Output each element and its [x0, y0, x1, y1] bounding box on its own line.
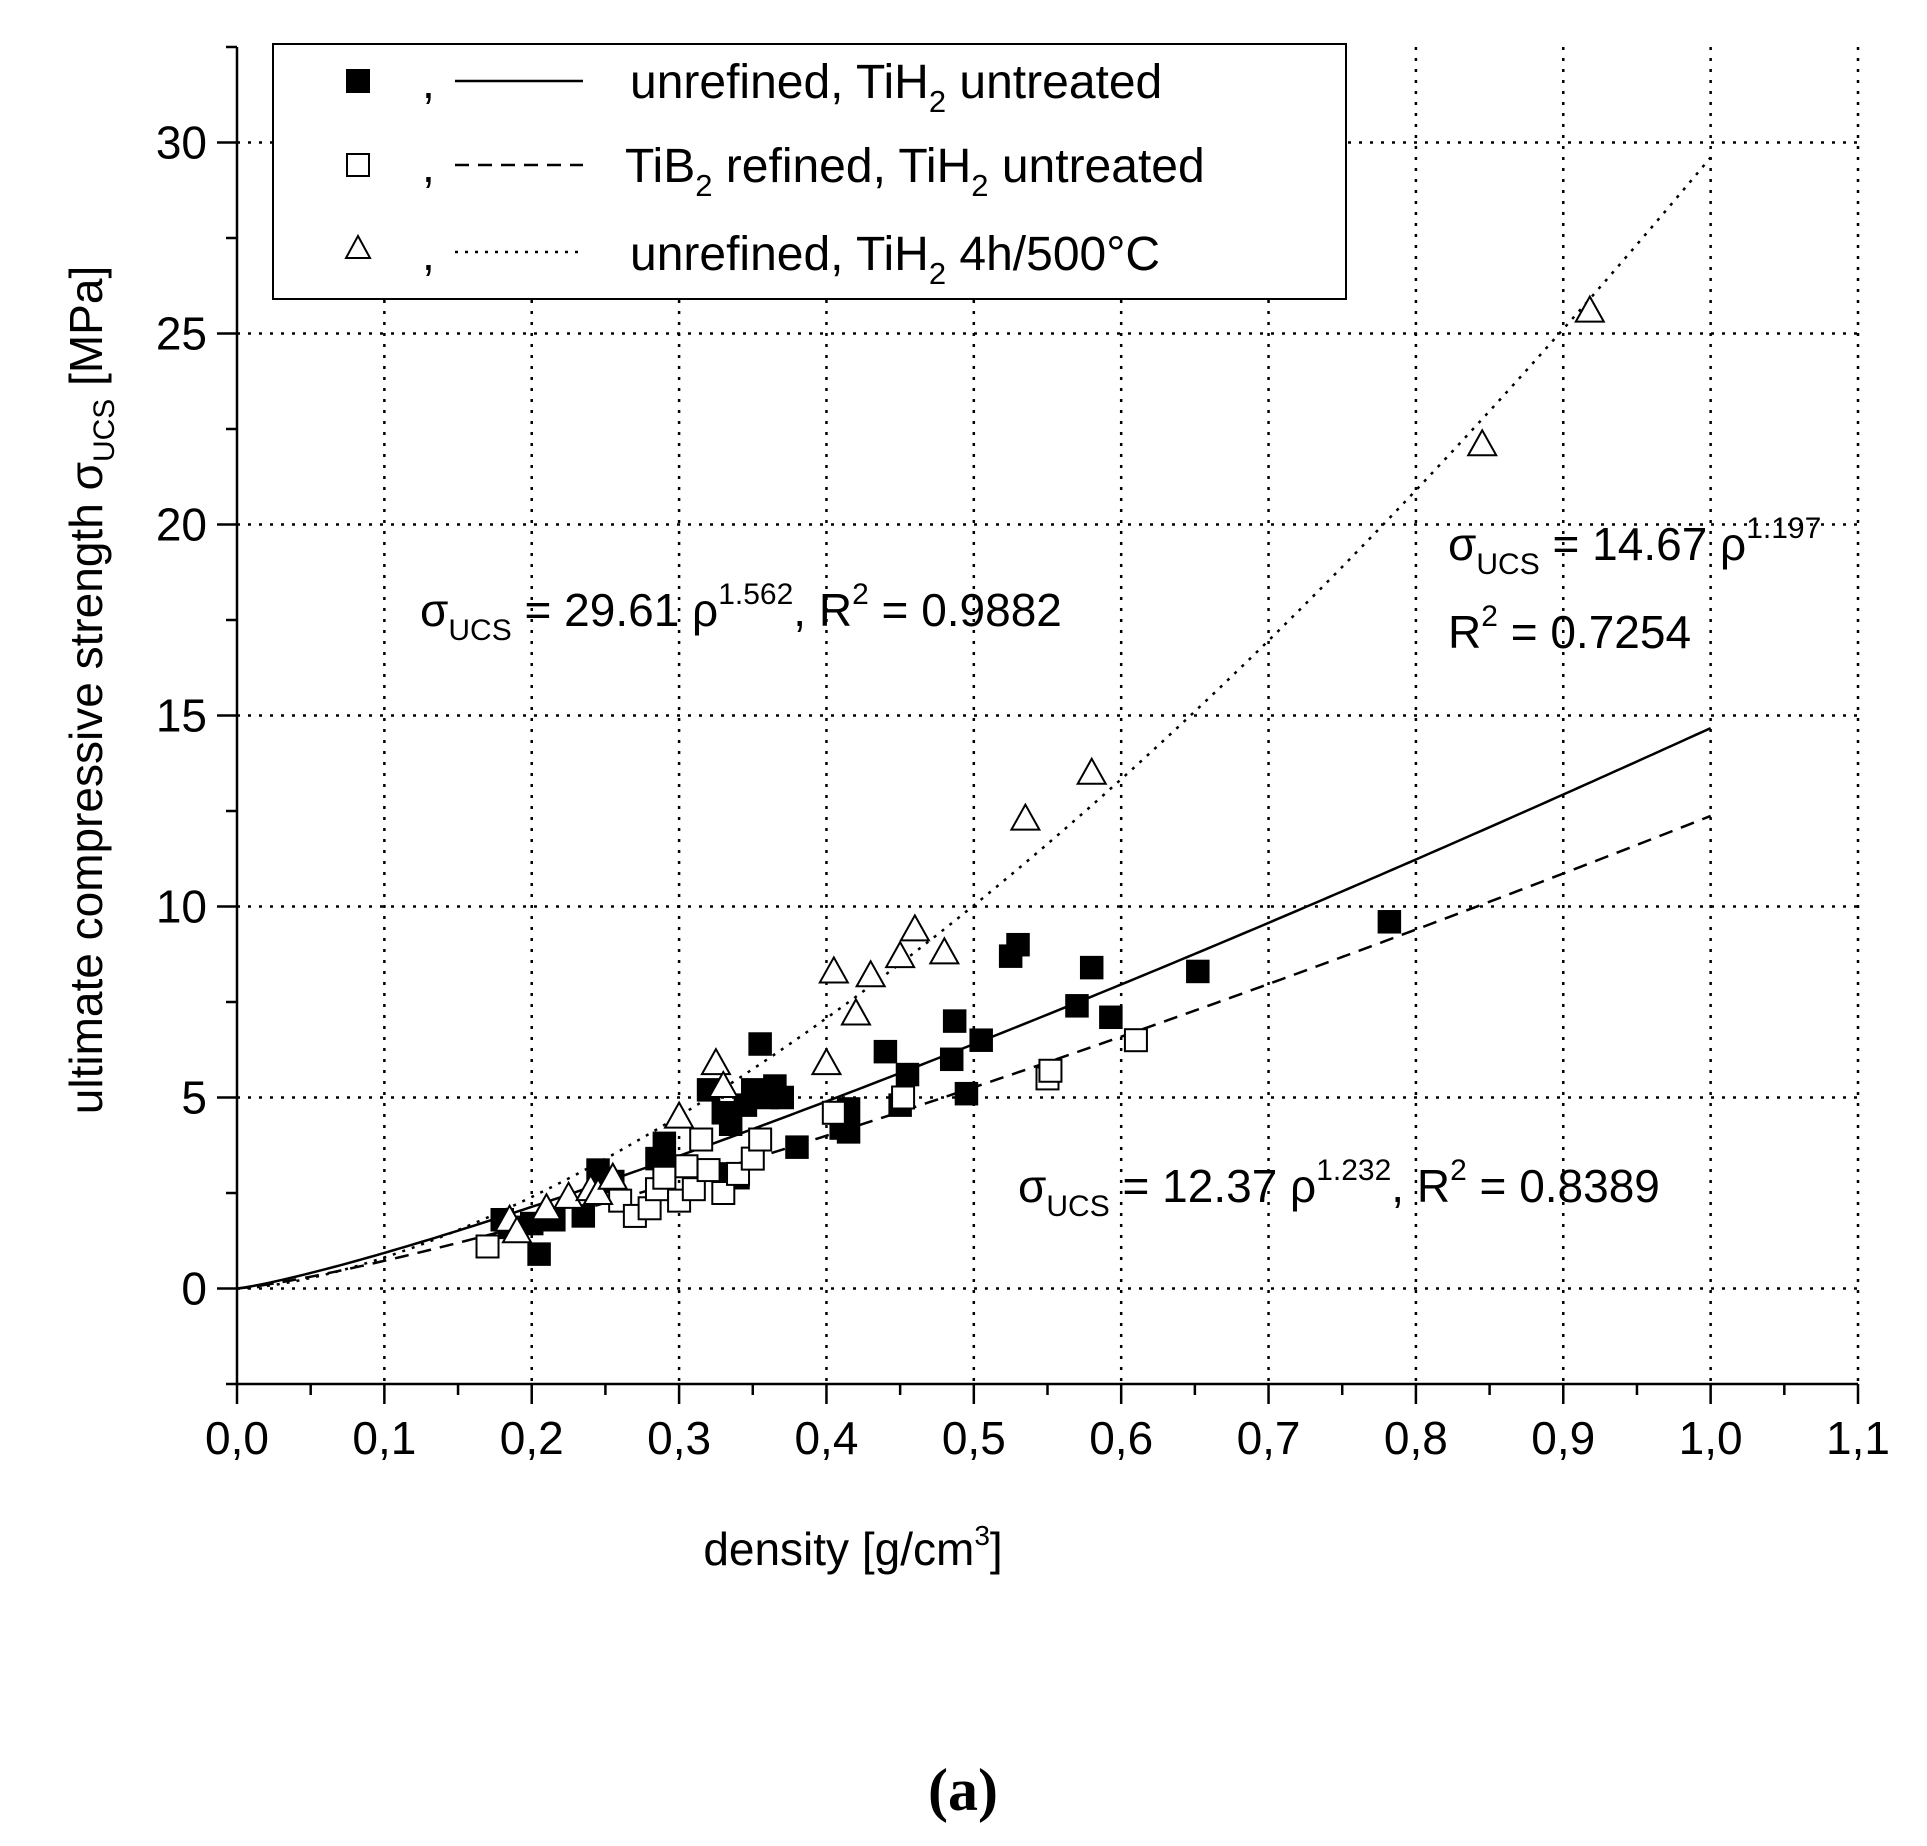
point-filled-square: [873, 1039, 898, 1064]
point-filled-square: [939, 1047, 964, 1072]
point-open-square: [674, 1154, 699, 1179]
x-tick-label: 1,0: [1679, 1412, 1743, 1464]
point-open-triangle: [840, 997, 872, 1026]
point-open-square: [821, 1100, 846, 1125]
tick-labels: 0,0 0,1 0,2 0,3 0,4 0,5 0,6 0,7 0,8 0,9 1,0 1,1 0 5 10…: [156, 117, 1890, 1465]
point-filled-square: [785, 1135, 809, 1159]
point-filled-square: [1099, 1005, 1123, 1030]
point-open-triangle: [501, 1215, 533, 1244]
point-open-square: [1038, 1058, 1063, 1083]
legend-label-unrefined-untreated: unrefined, TiH2 untreated: [630, 56, 1162, 119]
y-tick-label: 30: [156, 117, 207, 169]
point-open-square: [689, 1127, 714, 1152]
equation-solid-fit: σUCS = 14.67 ρ1.197: [1448, 512, 1821, 581]
fit-curves: [236, 156, 1712, 1290]
point-open-triangle: [854, 959, 887, 988]
point-filled-square: [895, 1062, 920, 1087]
point-open-triangle: [1009, 802, 1042, 831]
point-open-triangle: [663, 1100, 695, 1129]
point-filled-square: [836, 1120, 861, 1144]
point-open-square: [1123, 1028, 1148, 1053]
legend-label-tib2-refined: TiB2 refined, TiH2 untreated: [625, 140, 1205, 203]
fit-curve-dashed: [236, 814, 1712, 1290]
legend-marker-filled-square: [346, 69, 370, 93]
point-open-square: [652, 1165, 677, 1190]
legend-marker-open-square: [346, 153, 370, 177]
y-tick-label: 0: [181, 1263, 207, 1315]
point-filled-square: [652, 1131, 677, 1156]
x-tick-label: 1,1: [1826, 1412, 1890, 1464]
point-filled-square: [1006, 932, 1030, 957]
point-open-square: [711, 1181, 736, 1205]
point-open-square: [748, 1127, 773, 1152]
point-open-triangle: [552, 1180, 585, 1209]
y-tick-label: 25: [156, 308, 207, 360]
legend-entry-unrefined-4h500: , unrefined, TiH2 4h/500°C: [344, 228, 1160, 291]
point-filled-square: [1377, 910, 1402, 934]
point-open-triangle: [1076, 756, 1108, 785]
point-filled-square: [969, 1028, 993, 1052]
equation-triangle-fit: σUCS = 29.61 ρ1.562, R2 = 0.9882: [420, 578, 1062, 647]
point-open-triangle: [707, 1069, 740, 1099]
legend-separator: ,: [422, 140, 435, 192]
x-tick-label: 0,9: [1531, 1412, 1595, 1464]
legend: , unrefined, TiH2 untreated , TiB2 refin…: [272, 43, 1347, 300]
y-tick-label: 10: [156, 881, 207, 933]
legend-separator: ,: [422, 228, 435, 280]
legend-entry-tib2-refined: , TiB2 refined, TiH2 untreated: [346, 140, 1205, 203]
legend-marker-open-triangle: [344, 233, 372, 259]
point-filled-square: [718, 1112, 743, 1136]
point-filled-square: [954, 1081, 979, 1106]
point-open-triangle: [530, 1192, 563, 1221]
x-tick-label: 0,8: [1384, 1412, 1448, 1464]
point-open-square: [475, 1234, 500, 1259]
point-open-triangle: [1466, 428, 1498, 457]
x-tick-label: 0,2: [500, 1412, 564, 1464]
x-tick-label: 0,7: [1237, 1412, 1301, 1464]
x-tick-label: 0,4: [794, 1412, 858, 1464]
x-tick-label: 0,1: [352, 1412, 416, 1464]
legend-entry-unrefined-untreated: , unrefined, TiH2 untreated: [346, 56, 1162, 119]
point-open-square: [696, 1158, 721, 1183]
legend-separator: ,: [422, 56, 435, 108]
x-tick-label: 0,5: [942, 1412, 1006, 1464]
point-open-triangle: [899, 913, 931, 942]
point-open-triangle: [582, 1176, 614, 1205]
point-filled-square: [1065, 994, 1089, 1018]
x-axis-title: density [g/cm3]: [703, 1520, 1002, 1575]
legend-box: [272, 43, 1347, 300]
legend-label-unrefined-4h500: unrefined, TiH2 4h/500°C: [630, 228, 1160, 291]
fit-curve-dotted: [236, 156, 1712, 1290]
point-filled-square: [770, 1085, 794, 1110]
point-open-triangle: [597, 1161, 629, 1190]
point-filled-square: [1079, 955, 1104, 980]
point-open-triangle: [884, 940, 916, 969]
panel-label: (a): [928, 1757, 998, 1823]
point-open-square: [681, 1177, 706, 1202]
y-tick-label: 20: [156, 499, 207, 551]
equation-solid-fit-r2: R2 = 0.7254: [1448, 600, 1691, 658]
y-tick-label: 15: [156, 690, 207, 742]
point-filled-square: [942, 1009, 967, 1033]
point-filled-square: [527, 1242, 551, 1266]
point-open-triangle: [1574, 294, 1606, 323]
axes: [217, 45, 1860, 1404]
point-filled-square: [1186, 959, 1210, 984]
equation-dashed-fit: σUCS = 12.37 ρ1.232, R2 = 0.8389: [1018, 1154, 1660, 1223]
x-tick-label: 0,3: [647, 1412, 711, 1464]
point-open-triangle: [810, 1047, 843, 1076]
y-tick-label: 5: [181, 1072, 207, 1124]
point-open-triangle: [818, 955, 850, 984]
point-filled-square: [748, 1032, 772, 1056]
point-open-square: [891, 1085, 916, 1110]
point-open-triangle: [700, 1047, 732, 1076]
y-axis-title: ultimate compressive strength σUCS [MPa]: [60, 266, 121, 1114]
x-tick-label: 0,0: [205, 1412, 269, 1464]
point-open-triangle: [928, 936, 961, 965]
x-tick-label: 0,6: [1089, 1412, 1153, 1464]
data-points: [475, 294, 1606, 1266]
